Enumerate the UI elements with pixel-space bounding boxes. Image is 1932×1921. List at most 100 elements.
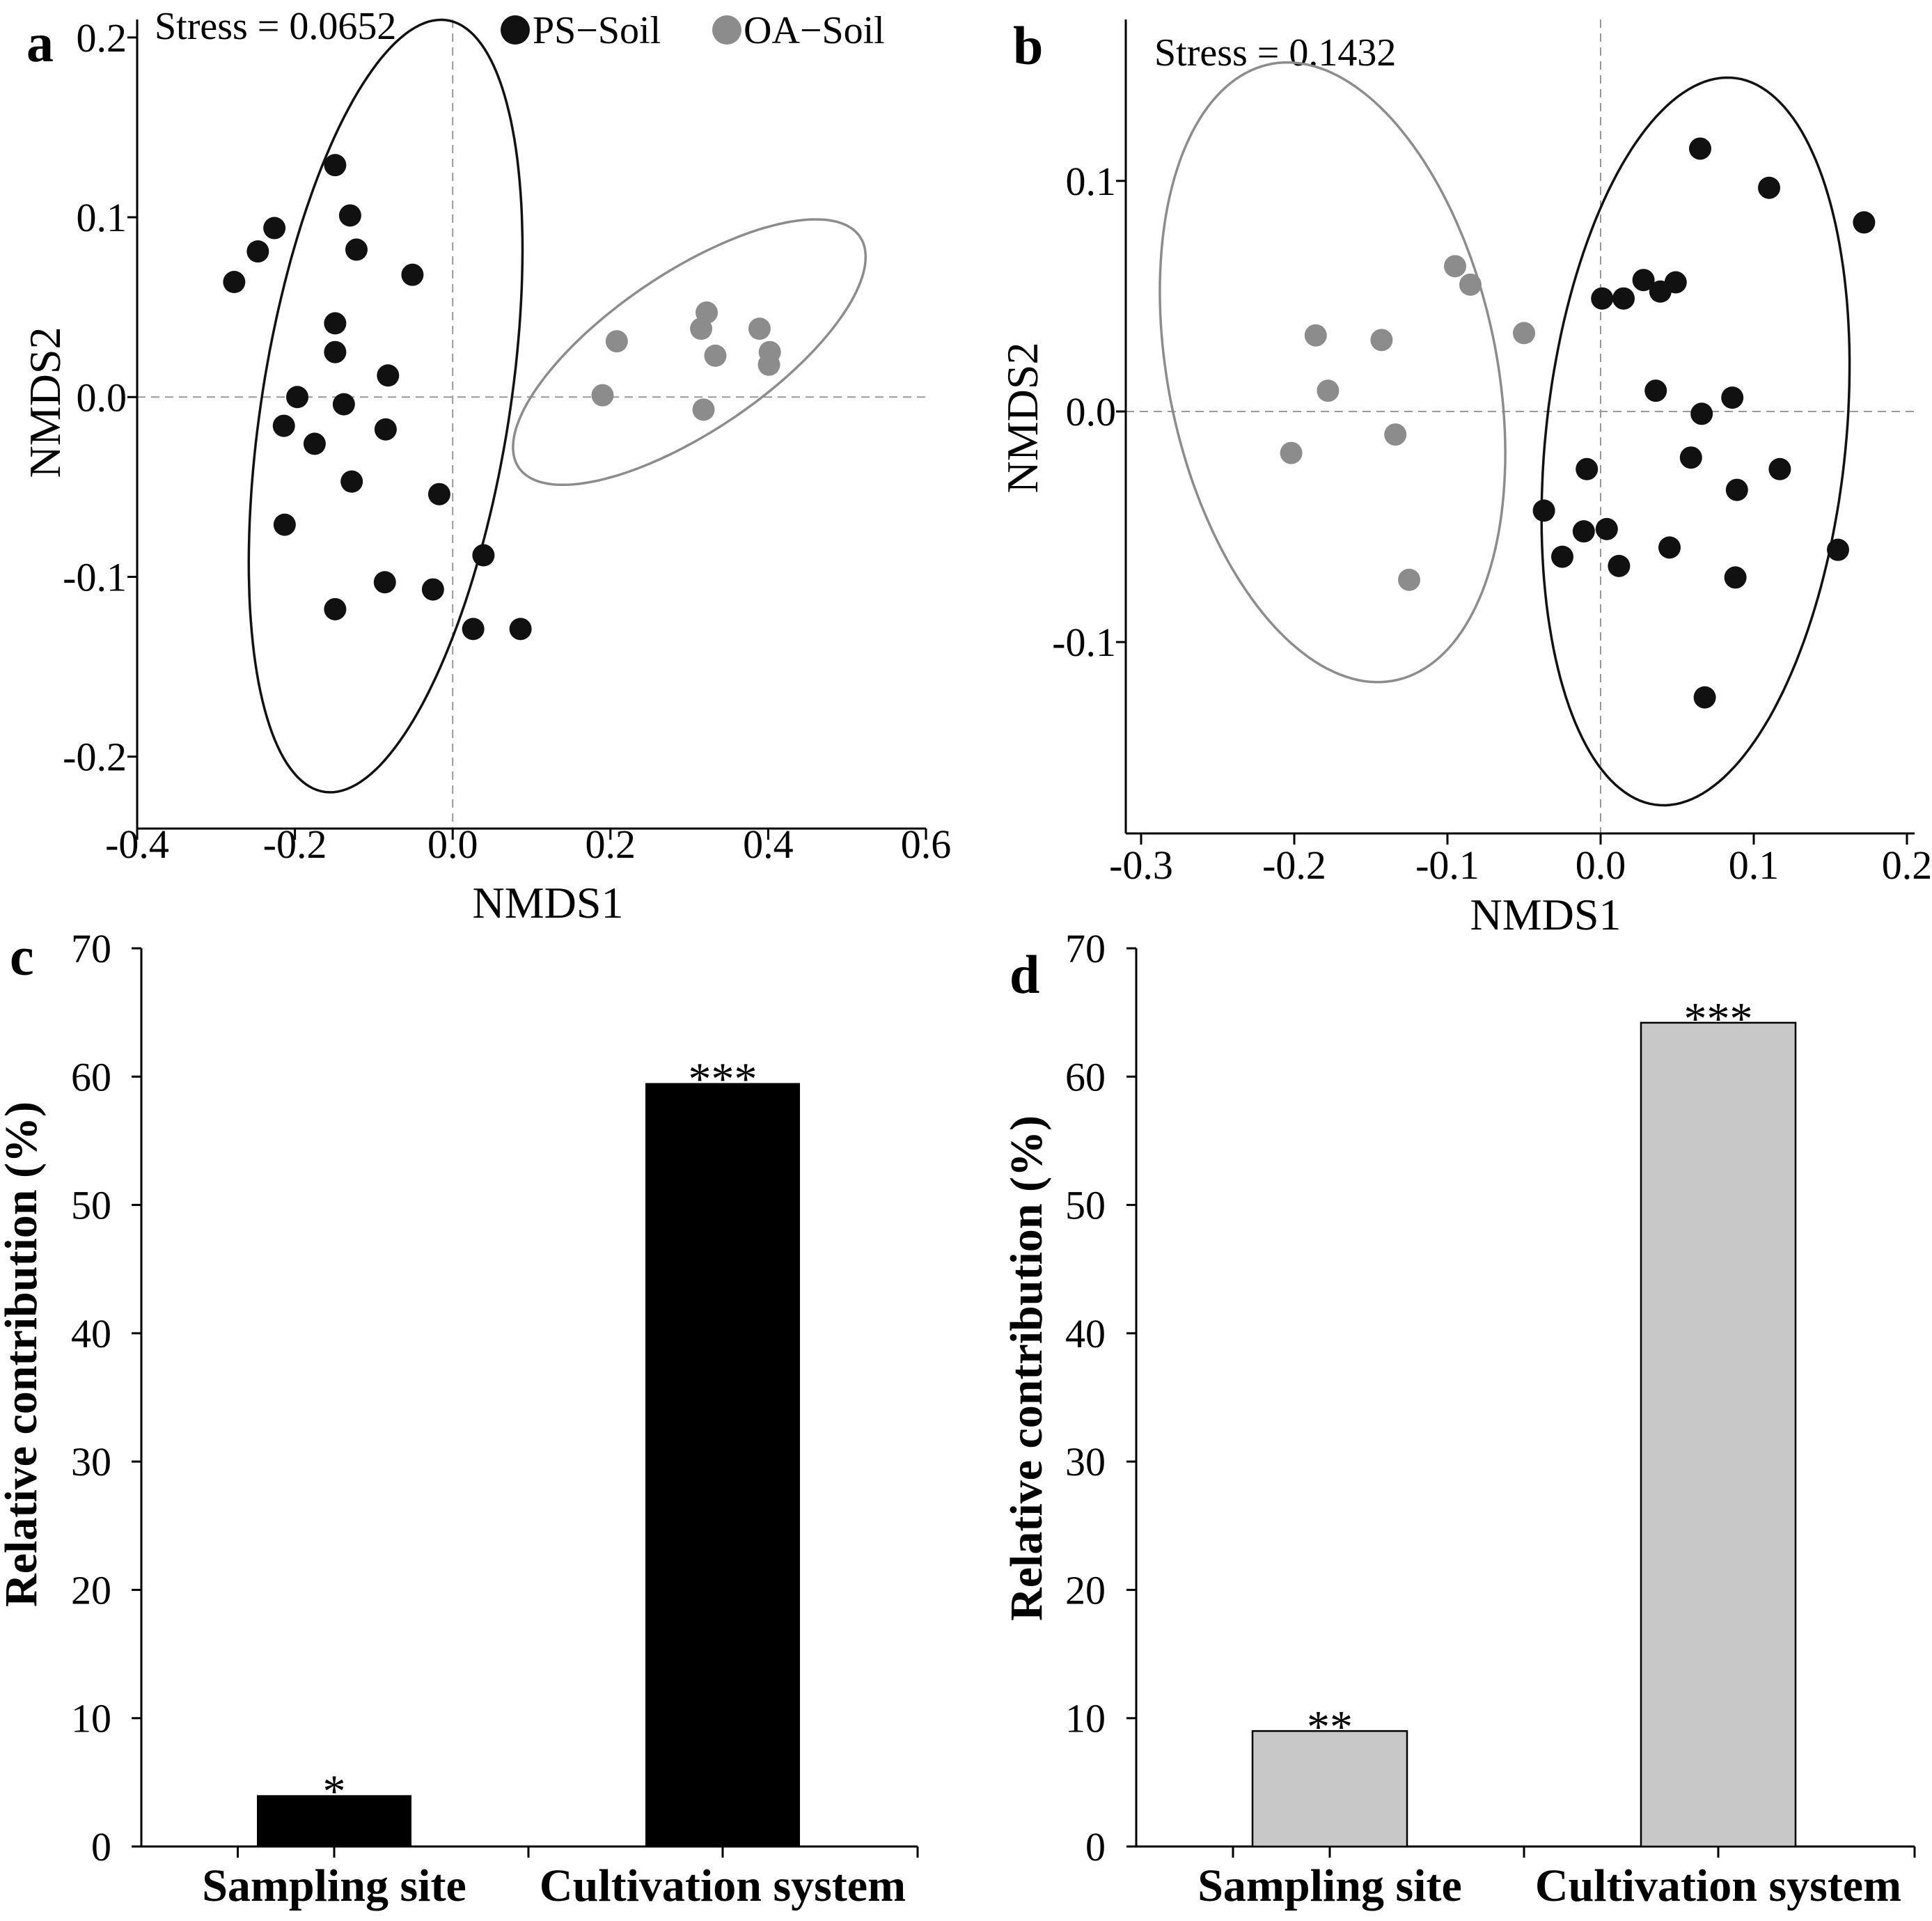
- panel-a-series-1-point: [332, 393, 355, 416]
- panel-a-series-1-point: [421, 578, 444, 601]
- panel-c-category-label: Cultivation system: [540, 1860, 906, 1911]
- panel-a-series-1-point: [462, 618, 485, 641]
- panel-d-category-label: Cultivation system: [1535, 1860, 1901, 1911]
- panel-b-series-2-point: [1513, 322, 1535, 345]
- panel-c-y-tick-label: 70: [71, 926, 111, 971]
- panel-d-y-tick-label: 70: [1065, 926, 1106, 971]
- panel-a-x-tick-label: -0.4: [105, 822, 169, 867]
- panel-b-series-1-point: [1551, 545, 1573, 568]
- legend-ps-soil-label: PS−Soil: [533, 9, 661, 52]
- panel-a-series-1-point: [472, 544, 495, 567]
- panel-d-bar-1: [1251, 1730, 1408, 1848]
- panel-b-x-tick-label: 0.1: [1729, 842, 1780, 888]
- panel-c-significance-label: *: [323, 1766, 346, 1817]
- panel-d-y-axis-title: Relative contribution (%): [1001, 1115, 1052, 1621]
- panel-b-x-tick-label: 0.0: [1576, 842, 1626, 888]
- panel-d-y-tick-label: 40: [1065, 1311, 1106, 1356]
- panel-b-series-1-point: [1612, 287, 1635, 310]
- panel-c-y-tick-label: 60: [71, 1054, 111, 1099]
- panel-a-series-1-point: [509, 618, 532, 641]
- panel-a-series-2-point: [748, 317, 771, 340]
- panel-b-series-1-point: [1758, 176, 1780, 199]
- panel-b-series-1-point: [1664, 271, 1687, 294]
- panel-d-category-label: Sampling site: [1197, 1860, 1462, 1911]
- panel-b-x-tick-label: 0.2: [1882, 842, 1932, 888]
- panel-a-x-tick-label: 0.6: [901, 822, 952, 867]
- panel-c-bar-chart: c 0 10 20 30 40 50 60 70 * Sampling site *** Cultiv…: [0, 926, 919, 1911]
- panel-c-y-tick-label: 50: [71, 1183, 111, 1228]
- panel-b-series-1-point: [1689, 137, 1711, 160]
- panel-c-significance-label: ***: [689, 1054, 757, 1105]
- panel-c-y-tick-label: 30: [71, 1439, 111, 1484]
- panel-a-series-1-point: [324, 340, 347, 363]
- panel-a-y-tick-label: -0.2: [63, 735, 127, 780]
- panel-c-y-tick-label: 10: [71, 1696, 111, 1741]
- panel-a-series-2-point: [690, 317, 713, 340]
- panel-a-series-2-point: [704, 344, 727, 367]
- panel-b-y-tick-label: 0.1: [1066, 159, 1117, 204]
- panel-d-y-tick-label: 30: [1065, 1439, 1106, 1484]
- panel-a-y-tick-label: 0.2: [77, 15, 127, 61]
- panel-b-x-axis-title: NMDS1: [1470, 890, 1621, 939]
- panel-d-bar-2: [1640, 1021, 1797, 1848]
- panel-c-y-tick-label: 20: [71, 1567, 111, 1613]
- panel-b-stress-label: Stress = 0.1432: [1154, 31, 1396, 75]
- panel-a-series-1-point: [246, 240, 269, 263]
- panel-a-series-1-point: [285, 386, 308, 409]
- panel-b-y-axis-title: NMDS2: [998, 343, 1047, 494]
- panel-c-y-tick-label: 40: [71, 1311, 111, 1356]
- panel-c-bar-2: [645, 1083, 800, 1846]
- panel-a-series-1-point: [374, 418, 397, 441]
- panel-a-series-1-point: [223, 271, 246, 294]
- panel-a-series-2-point: [692, 398, 715, 421]
- panel-b-series-1-point: [1690, 402, 1713, 425]
- panel-a-x-tick-label: -0.2: [263, 822, 327, 867]
- panel-a-series-2-point: [757, 353, 780, 376]
- panel-b-y-tick-label: -0.1: [1052, 620, 1116, 665]
- panel-d-significance-label: ***: [1684, 994, 1753, 1044]
- panel-b-nmds-plot: b Stress = 0.1432 -0.3 -0.2 -0.1 0.0 0.1 0.2-…: [998, 15, 1932, 939]
- panel-a-y-tick-label: 0.1: [77, 195, 127, 240]
- panel-b-series-2-point: [1384, 423, 1407, 446]
- panel-a-series-2-point: [605, 330, 628, 353]
- panel-b-letter: b: [1013, 15, 1043, 76]
- panel-b-series-1-point: [1693, 686, 1716, 709]
- panel-d-bar-chart: d 0 10 20 30 40 50 60 70 ** Sampling site *** Culti…: [1001, 926, 1916, 1911]
- panel-b-series-1-point: [1724, 566, 1747, 589]
- panel-a-series-1-point: [377, 364, 400, 387]
- panel-b-series-2-point: [1304, 324, 1327, 347]
- panel-b-series-1-point: [1608, 554, 1631, 577]
- panel-a-x-tick-label: 0.0: [427, 822, 478, 867]
- panel-d-y-tick-label: 60: [1065, 1054, 1106, 1099]
- panel-d-letter: d: [1010, 944, 1039, 1005]
- panel-c-plot-area: 0 10 20 30 40 50 60 70 * Sampling site *** Cultivat…: [71, 926, 919, 1911]
- panel-a-series-1-point: [324, 154, 347, 177]
- panel-b-series-1-point: [1679, 446, 1702, 469]
- panel-b-series-2-point: [1459, 273, 1482, 296]
- panel-b-series-1-point: [1591, 287, 1614, 310]
- panel-b-series-2-point: [1280, 441, 1303, 464]
- panel-a-series-1-point: [340, 470, 363, 493]
- panel-d-y-tick-label: 0: [1085, 1824, 1106, 1869]
- panel-c-y-tick-label: 0: [91, 1824, 111, 1869]
- panel-b-series-1-point: [1632, 269, 1655, 292]
- panel-a-y-tick-label: 0.0: [77, 375, 127, 420]
- panel-b-x-tick-label: -0.3: [1109, 842, 1173, 888]
- panel-a-nmds-plot: a Stress = 0.0652 PS−Soil OA−Soil -0.4 -0…: [20, 5, 951, 927]
- panel-b-series-2-point: [1317, 379, 1340, 402]
- panel-a-series-1-point: [303, 432, 326, 455]
- legend-oa-soil-marker: [712, 15, 741, 45]
- panel-d-y-tick-label: 10: [1065, 1696, 1106, 1741]
- panel-d-significance-label: **: [1307, 1702, 1353, 1753]
- panel-b-confidence-ellipse-1: [1540, 76, 1851, 807]
- panel-a-series-1-point: [324, 312, 347, 335]
- panel-a-letter: a: [26, 13, 54, 73]
- panel-b-series-1-point: [1532, 499, 1555, 522]
- panel-d-y-tick-label: 20: [1065, 1567, 1106, 1613]
- panel-a-y-axis-title: NMDS2: [20, 327, 70, 478]
- panel-b-series-1-point: [1658, 536, 1681, 559]
- panel-b-series-1-point: [1595, 517, 1618, 540]
- panel-b-series-2-point: [1444, 255, 1466, 278]
- panel-b-x-tick-label: -0.1: [1415, 842, 1479, 888]
